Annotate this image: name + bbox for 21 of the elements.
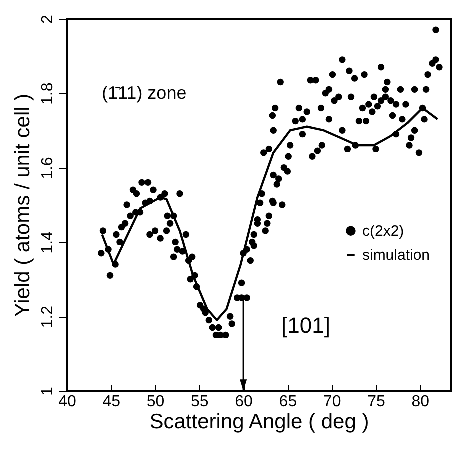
annotation: (1̄11) zone — [102, 83, 187, 103]
legend-label: c(2x2) — [362, 223, 404, 240]
x-tick-label: 55 — [191, 394, 209, 410]
y-tick-label: 2 — [40, 14, 56, 24]
x-tick-label: 65 — [279, 394, 298, 410]
x-tick-label: 70 — [323, 394, 342, 410]
y-axis-title: Yield ( atoms / unit cell ) — [12, 94, 34, 318]
x-tick-label: 75 — [368, 394, 386, 410]
y-tick-label: 1.2 — [40, 306, 56, 328]
x-tick-label: 80 — [412, 394, 430, 410]
y-tick-label: 1.4 — [40, 231, 56, 254]
y-tick-label: 1 — [40, 386, 56, 396]
x-axis-title: Scattering Angle ( deg ) — [150, 410, 370, 434]
x-tick-label: 60 — [235, 394, 254, 410]
x-tick-label: 40 — [58, 394, 76, 410]
y-tick-label: 1.8 — [40, 82, 56, 106]
annotation: [101] — [282, 313, 330, 338]
x-tick-label: 50 — [146, 394, 165, 410]
y-tick-label: 1.6 — [40, 157, 56, 180]
legend-label: simulation — [362, 247, 430, 264]
x-tick-label: 45 — [102, 394, 121, 410]
